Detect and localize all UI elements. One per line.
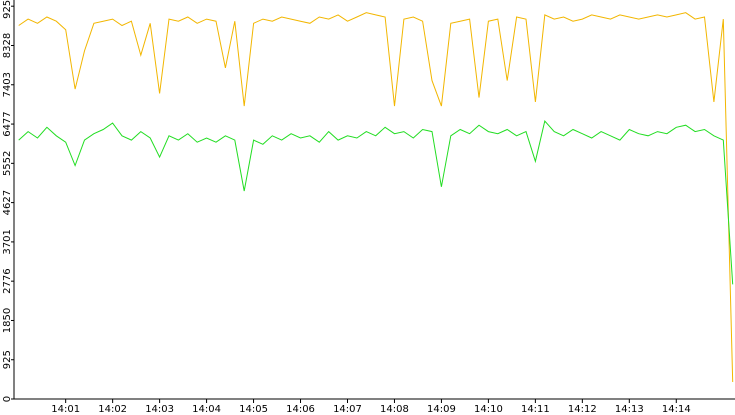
x-tick-label: 14:13 (615, 404, 644, 415)
y-tick-label: 7403 (2, 72, 13, 97)
y-tick-label: 925 (2, 350, 13, 369)
series-line (18, 12, 734, 383)
y-tick-label: 9254 (2, 0, 13, 19)
y-tick-label: 3701 (2, 229, 13, 254)
y-tick-label: 4627 (2, 190, 13, 215)
x-tick-label: 14:11 (521, 404, 550, 415)
x-tick-label: 14:07 (333, 404, 362, 415)
x-tick-label: 14:02 (98, 404, 127, 415)
x-tick-label: 14:01 (51, 404, 80, 415)
y-tick-label: 1850 (2, 308, 13, 333)
y-tick-label: 2776 (2, 268, 13, 293)
x-tick-label: 14:10 (474, 404, 503, 415)
y-tick-label: 0 (2, 396, 13, 402)
x-tick-label: 14:12 (568, 404, 597, 415)
series-line (18, 119, 734, 285)
y-tick-label: 8328 (2, 33, 13, 58)
x-tick-label: 14:06 (286, 404, 315, 415)
x-tick-label: 14:04 (192, 404, 221, 415)
x-tick-label: 14:05 (239, 404, 268, 415)
x-tick-label: 14:09 (427, 404, 456, 415)
y-tick-label: 6477 (2, 111, 13, 136)
x-tick-label: 14:03 (145, 404, 174, 415)
x-tick-label: 14:14 (662, 404, 691, 415)
x-tick-label: 14:08 (380, 404, 409, 415)
y-tick-label: 5552 (2, 151, 13, 176)
